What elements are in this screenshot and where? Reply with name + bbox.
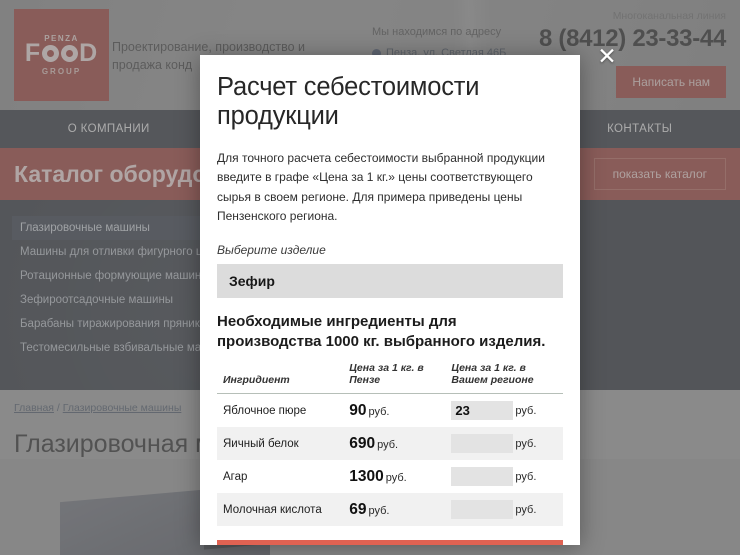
cost-calculation-modal: Расчет себестоимости продукции Для точно… [200,55,580,545]
region-price-input[interactable] [451,500,514,520]
ingredients-table-head: Ингридиент Цена за 1 кг. в Пензе Цена за… [217,362,563,395]
ingredients-heading: Необходимые ингредиенты для производства… [217,312,546,350]
table-header-row: Ингридиент Цена за 1 кг. в Пензе Цена за… [217,362,563,395]
product-select[interactable]: Зефир [217,263,563,298]
ingredient-price-penza: 690 руб. [349,427,452,461]
region-price-input[interactable] [451,434,514,454]
ingredient-price-penza: 69 руб. [349,493,452,527]
close-icon[interactable]: ✕ [597,44,617,70]
modal-title: Расчет себестоимости продукции [217,73,480,130]
ingredient-price-region: руб. [451,493,563,527]
price-penza-value: 1300 [349,467,384,485]
header-ingredient: Ингридиент [217,362,350,395]
region-price-input[interactable] [451,401,514,421]
price-penza-unit: руб. [368,504,390,517]
modal-description: Для точного расчета себестоимости выбран… [217,151,545,224]
ingredient-price-region: руб. [451,394,563,428]
header-price-region: Цена за 1 кг. в Вашем регионе [451,362,563,395]
price-penza-unit: руб. [385,471,407,484]
price-penza-value: 69 [349,500,367,518]
region-price-unit: руб. [515,470,537,483]
price-penza-value: 690 [349,434,376,452]
region-price-unit: руб. [515,437,537,450]
ingredient-name: Молочная кислота [217,493,350,527]
price-penza-value: 90 [349,401,367,419]
region-price-input[interactable] [451,467,514,487]
ingredients-table: Ингридиент Цена за 1 кг. в Пензе Цена за… [217,362,563,527]
calculate-cost-button[interactable]: Рассчитать себестоимость [217,540,563,545]
ingredient-name: Яблочное пюре [223,404,307,417]
ingredient-price-region: руб. [451,427,563,461]
ingredient-price-region: руб. [451,460,563,493]
table-row: Молочная кислота 69 руб. руб. [217,493,563,527]
product-select-label: Выберите изделие [217,242,326,257]
ingredient-name: Агар [223,470,248,483]
table-row: Яичный белок 690 руб. руб. [217,427,563,461]
region-price-unit: руб. [515,503,537,516]
header-price-penza: Цена за 1 кг. в Пензе [349,362,452,395]
ingredient-price-penza: 1300 руб. [349,460,451,493]
price-penza-unit: руб. [368,405,390,418]
table-row: Агар 1300 руб. руб. [217,460,563,493]
ingredient-price-penza: 90 руб. [349,394,451,428]
ingredient-name: Яичный белок [217,427,350,461]
price-penza-unit: руб. [377,438,399,451]
region-price-unit: руб. [515,404,537,417]
